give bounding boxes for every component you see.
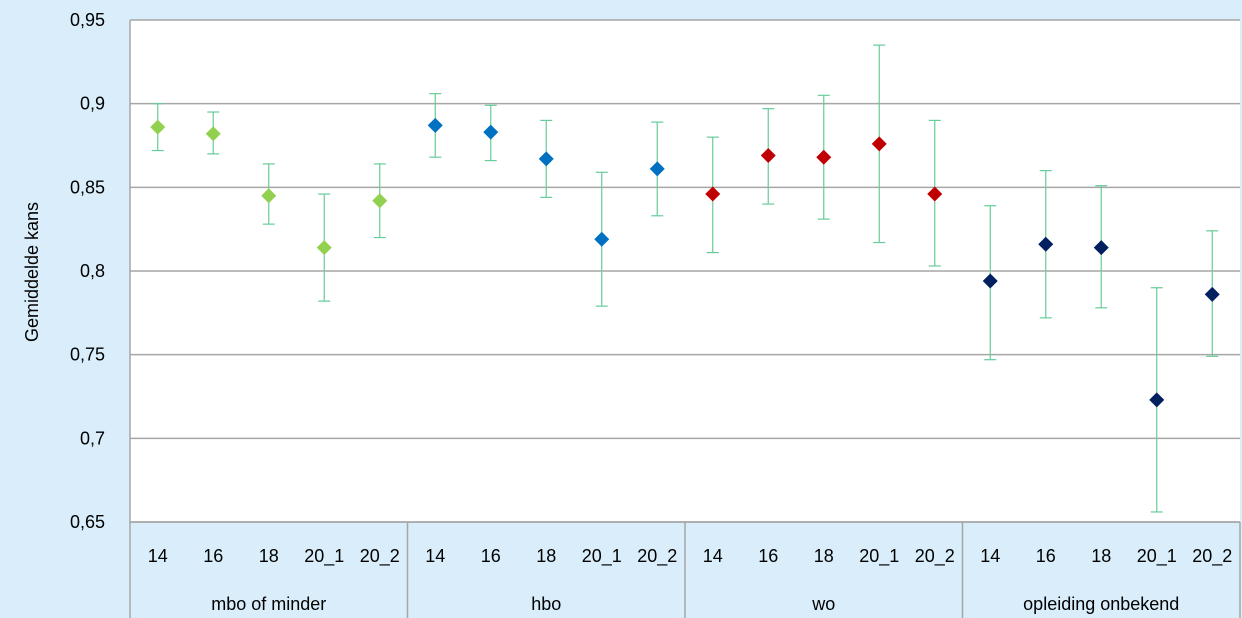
category-label: 20_1 [859,546,899,567]
data-point [982,273,998,289]
category-label: 18 [259,546,279,566]
category-label: 20_2 [360,546,400,567]
data-point [594,231,610,247]
data-point [705,186,721,202]
y-tick-label: 0,95 [70,10,105,30]
data-point [816,149,832,165]
category-label: 20_2 [1192,546,1232,567]
category-label: 16 [203,546,223,566]
category-label: 18 [1091,546,1111,566]
category-label: 18 [814,546,834,566]
y-tick-label: 0,85 [70,177,105,197]
group-label: mbo of minder [211,594,326,614]
data-point [427,117,443,133]
y-tick-label: 0,65 [70,512,105,532]
category-label: 20_2 [637,546,677,567]
category-label: 18 [536,546,556,566]
y-tick-labels: 0,65 0,7 0,75 0,8 0,85 0,9 0,95 [70,10,105,532]
data-point [261,188,277,204]
category-label: 14 [980,546,1000,566]
axes [129,20,1241,618]
data-point [372,193,388,209]
data-point [1204,286,1220,302]
data-point [483,124,499,140]
data-point [205,126,221,142]
data-point [1149,392,1165,408]
category-label: 16 [1036,546,1056,566]
category-label: 20_2 [915,546,955,567]
data-point [760,148,776,164]
group-label: opleiding onbekend [1023,594,1179,614]
group-label: wo [811,594,835,614]
category-label: 20_1 [1137,546,1177,567]
category-label: 16 [481,546,501,566]
y-axis-label: Gemiddelde kans [22,202,42,342]
y-tick-label: 0,8 [80,261,105,281]
category-label: 14 [425,546,445,566]
data-point [927,186,943,202]
data-point [871,136,887,152]
data-point [150,119,166,135]
data-point [1093,240,1109,256]
category-label: 16 [758,546,778,566]
data-point [1038,236,1054,252]
category-label: 14 [703,546,723,566]
y-tick-label: 0,9 [80,94,105,114]
y-tick-label: 0,75 [70,345,105,365]
data-point [649,161,665,177]
data-point [316,240,332,256]
group-label: hbo [531,594,561,614]
data-point [538,151,554,167]
category-label: 20_1 [304,546,344,567]
category-label: 14 [148,546,168,566]
y-tick-label: 0,7 [80,428,105,448]
data-points [150,117,1220,408]
category-label: 20_1 [582,546,622,567]
